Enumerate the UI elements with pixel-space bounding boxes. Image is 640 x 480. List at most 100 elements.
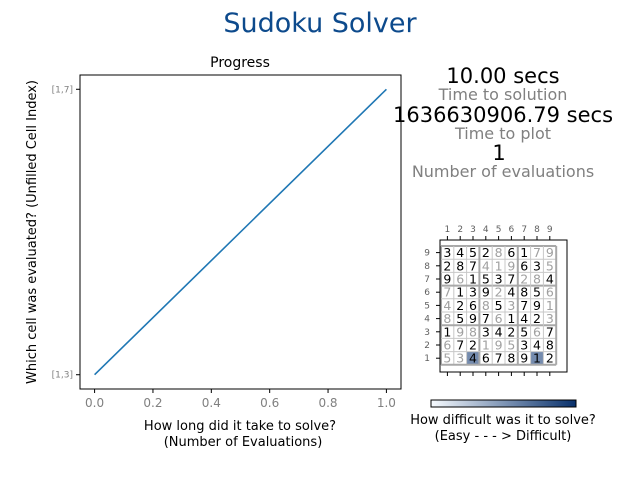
- grid-cell: [466, 298, 480, 312]
- grid-cell: [453, 312, 467, 326]
- grid-digit: 6: [507, 245, 515, 260]
- grid-cell: [466, 246, 480, 260]
- grid-digit: 7: [443, 285, 451, 300]
- grid-digit: 5: [443, 351, 451, 366]
- grid-digit: 7: [520, 298, 528, 313]
- grid-cell: [505, 272, 518, 286]
- grid-digit: 9: [495, 338, 503, 353]
- column-label: 9: [547, 225, 553, 235]
- row-label: 7: [424, 275, 430, 285]
- grid-cell: [530, 325, 544, 339]
- grid-cell: [466, 338, 480, 352]
- row-label: 3: [424, 328, 430, 338]
- grid-digit: 1: [507, 311, 515, 326]
- grid-cell: [543, 259, 557, 273]
- grid-cell: [530, 312, 544, 326]
- grid-digit: 8: [469, 324, 477, 339]
- row-label: 6: [424, 288, 430, 298]
- grid-digit: 9: [482, 285, 490, 300]
- grid-digit: 8: [443, 311, 451, 326]
- x-axis-label-line2: (Number of Evaluations): [164, 435, 323, 450]
- y-tick-label: [1,3]: [52, 371, 73, 381]
- y-axis-label: Which cell was evaluated? (Unfilled Cell…: [25, 80, 40, 384]
- grid-digit: 1: [443, 324, 451, 339]
- progress-line: [94, 88, 387, 376]
- grid-cell: [492, 298, 505, 312]
- grid-cell: [453, 325, 467, 339]
- row-label: 9: [424, 249, 430, 259]
- grid-digit: 3: [456, 351, 464, 366]
- grid-digit: 2: [546, 351, 554, 366]
- y-axis-ticks: [1,3] [1,7]: [52, 85, 80, 381]
- grid-cell: [505, 246, 518, 260]
- grid-digit: 3: [533, 258, 541, 273]
- grid-cell: [466, 312, 480, 326]
- grid-digit: 7: [456, 338, 464, 353]
- colorbar-label-line2: (Easy - - - > Difficult): [435, 429, 572, 444]
- grid-digit: 3: [520, 338, 528, 353]
- grid-digit: 1: [482, 338, 490, 353]
- grid-digit: 9: [456, 324, 464, 339]
- row-label: 1: [424, 354, 430, 364]
- grid-digit: 6: [443, 338, 451, 353]
- progress-series: [94, 88, 387, 376]
- grid-cell: [441, 272, 454, 286]
- grid-cell: [466, 272, 480, 286]
- grid-cell: [543, 298, 557, 312]
- grid-digit: 3: [443, 245, 451, 260]
- row-label: 5: [424, 301, 430, 311]
- grid-digit: 5: [482, 272, 490, 287]
- progress-chart-title: Progress: [210, 55, 270, 71]
- row-label: 2: [424, 341, 430, 351]
- column-label: 2: [457, 225, 463, 235]
- x-tick-label: 0.0: [85, 396, 104, 410]
- grid-cell: [517, 325, 531, 339]
- grid-cell: [453, 338, 467, 352]
- grid-digit: 7: [495, 351, 503, 366]
- grid-digit: 1: [520, 245, 528, 260]
- grid-cell: [466, 259, 480, 273]
- y-tick-label: [1,7]: [52, 85, 73, 95]
- grid-cell: [479, 312, 493, 326]
- grid-digit: 9: [546, 245, 554, 260]
- grid-cell: [466, 325, 480, 339]
- grid-digit: 5: [520, 324, 528, 339]
- grid-cell: [441, 312, 454, 326]
- grid-digit: 4: [456, 245, 464, 260]
- grid-cell: [479, 351, 493, 365]
- time-to-solution-label: Time to solution: [438, 85, 568, 104]
- x-tick-label: 0.8: [318, 396, 337, 410]
- grid-digit: 6: [469, 298, 477, 313]
- grid-digit: 9: [520, 351, 528, 366]
- grid-digit: 4: [533, 338, 541, 353]
- grid-digit: 3: [469, 285, 477, 300]
- grid-cell: [543, 272, 557, 286]
- grid-cell: [517, 272, 531, 286]
- grid-cell: [441, 338, 454, 352]
- row-labels: 9 8 7 6 5 4 3 2 1: [424, 249, 440, 364]
- grid-cell: [517, 312, 531, 326]
- grid-cell: [530, 338, 544, 352]
- grid-digit: 7: [482, 311, 490, 326]
- difficulty-colorbar: How difficult was it to solve? (Easy - -…: [410, 399, 596, 444]
- grid-digit: 2: [533, 311, 541, 326]
- row-label: 4: [424, 315, 430, 325]
- grid-cell: [517, 351, 531, 365]
- grid-cell: [517, 259, 531, 273]
- grid-digit: 6: [520, 258, 528, 273]
- grid-cell: [479, 272, 493, 286]
- evaluations-value: 1: [492, 141, 505, 165]
- grid-cell: [479, 298, 493, 312]
- grid-cell: [492, 312, 505, 326]
- grid-cell: [492, 285, 505, 299]
- grid-digit: 4: [482, 258, 490, 273]
- grid-digit: 1: [469, 272, 477, 287]
- grid-digit: 7: [469, 258, 477, 273]
- x-tick-label: 0.2: [143, 396, 162, 410]
- grid-cell: [543, 285, 557, 299]
- figure-title: Sudoku Solver: [223, 8, 417, 39]
- grid-digit: 3: [507, 298, 515, 313]
- grid-digit: 2: [507, 324, 515, 339]
- grid-digit: 4: [495, 324, 503, 339]
- grid-cell: [505, 325, 518, 339]
